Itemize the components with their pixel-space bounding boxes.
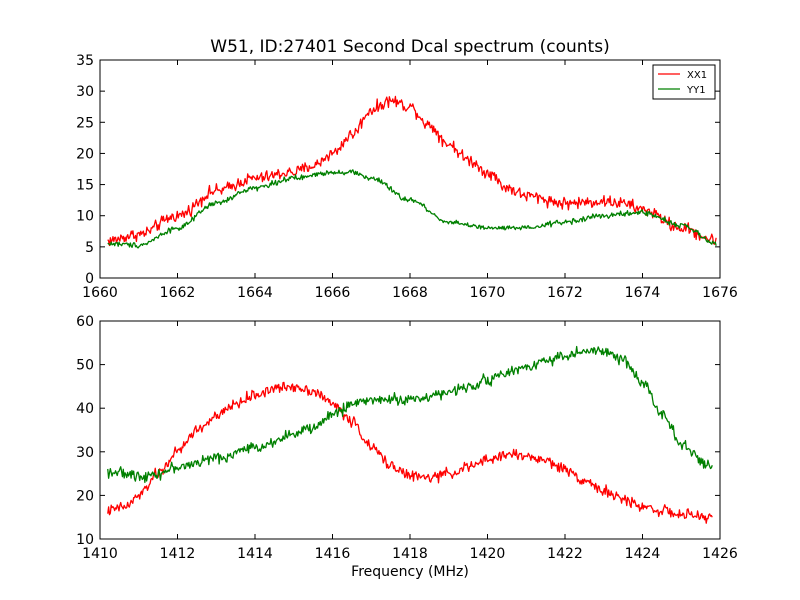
bottom-y-tick-label: 40	[76, 401, 94, 417]
bottom-x-tick-label: 1416	[315, 546, 351, 562]
bottom-x-tick-label: 1418	[392, 546, 428, 562]
top-y-tick-label: 30	[76, 84, 94, 100]
top-x-tick-label: 1674	[625, 285, 661, 301]
top-series-xx1-line	[107, 95, 717, 247]
bottom-x-tick-label: 1424	[625, 546, 661, 562]
bottom-y-tick-label: 30	[76, 445, 94, 461]
bottom-y-tick-label: 20	[76, 488, 94, 504]
top-x-tick-label: 1662	[160, 285, 196, 301]
bottom-y-tick-label: 50	[76, 358, 94, 374]
top-y-tick-label: 0	[85, 271, 94, 287]
top-x-tick-label: 1666	[315, 285, 351, 301]
top-y-tick-label: 15	[76, 178, 94, 194]
bottom-x-tick-label: 1422	[547, 546, 583, 562]
top-spectrum-panel: 1660 1662 1664 1666 1668 1670 1672 1674 1676 0 5 10…	[76, 53, 738, 301]
top-x-tick-label: 1668	[392, 285, 428, 301]
bottom-x-tick-label: 1410	[82, 546, 118, 562]
bottom-x-tick-label: 1412	[160, 546, 196, 562]
top-x-tick-label: 1664	[237, 285, 273, 301]
top-y-tick-label: 20	[76, 146, 94, 162]
top-y-tick-label: 5	[85, 240, 94, 256]
bottom-spectrum-panel: 1410 1412 1414 1416 1418 1420 1422 1424 1426 10 20…	[76, 314, 738, 562]
top-x-tick-label: 1676	[702, 285, 738, 301]
chart-title: W51, ID:27401 Second Dcal spectrum (coun…	[210, 37, 609, 57]
bottom-x-axis-label: Frequency (MHz)	[351, 564, 469, 580]
top-y-tick-label: 10	[76, 209, 94, 225]
top-x-tick-label: 1660	[82, 285, 118, 301]
bottom-y-tick-label: 10	[76, 532, 94, 548]
legend-label-yy1: YY1	[686, 85, 706, 96]
top-x-tick-label: 1670	[470, 285, 506, 301]
top-series-yy1-line	[107, 169, 717, 249]
legend-box	[652, 64, 716, 100]
bottom-series-green-line	[107, 345, 713, 484]
bottom-x-tick-label: 1414	[237, 546, 273, 562]
bottom-y-tick-label: 60	[76, 314, 94, 330]
top-y-tick-label: 25	[76, 115, 94, 131]
legend-label-xx1: XX1	[687, 70, 707, 81]
top-y-tick-label: 35	[76, 53, 94, 69]
bottom-series-red-line	[107, 381, 713, 524]
bottom-x-tick-label: 1420	[470, 546, 506, 562]
bottom-x-tick-label: 1426	[702, 546, 738, 562]
top-x-tick-label: 1672	[547, 285, 583, 301]
